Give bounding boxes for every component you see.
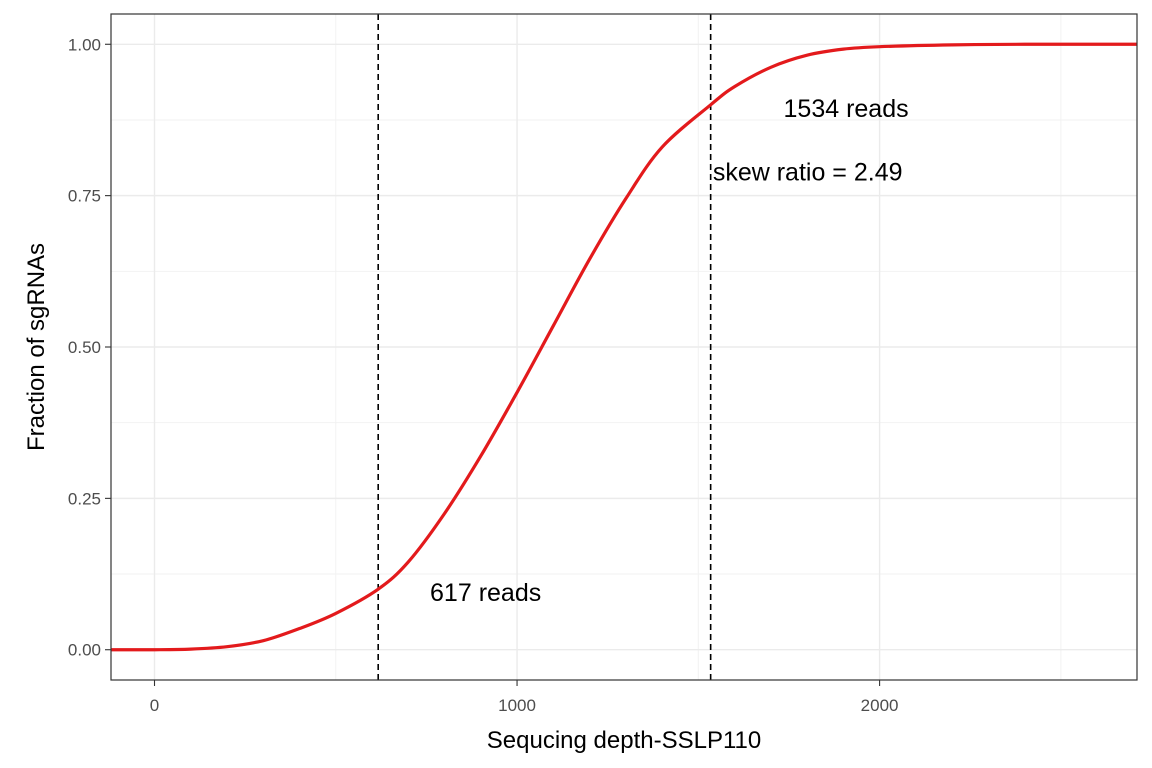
x-tick-label: 0	[150, 696, 159, 715]
series-line	[110, 42, 1138, 652]
reference-lines	[377, 14, 712, 680]
annotation-label: 617 reads	[430, 579, 541, 607]
y-tick-label: 1.00	[68, 35, 101, 54]
y-axis-ticks: 0.00 0.25 0.50 0.75 1.00	[68, 35, 111, 660]
y-tick-label: 0.00	[68, 641, 101, 660]
annotation-label: skew ratio = 2.49	[713, 158, 903, 186]
annotations: 617 reads 1534 reads skew ratio = 2.49	[430, 95, 909, 607]
y-tick-label: 0.50	[68, 338, 101, 357]
x-tick-label: 2000	[861, 696, 899, 715]
y-axis-title: Fraction of sgRNAs	[23, 243, 50, 451]
annotation-label: 1534 reads	[784, 95, 909, 123]
major-grid	[111, 14, 1137, 680]
x-axis-ticks: 0 1000 2000	[150, 680, 899, 715]
y-tick-label: 0.75	[68, 187, 101, 206]
x-axis-title: Sequcing depth-SSLP110	[487, 727, 761, 754]
y-tick-label: 0.25	[68, 489, 101, 508]
x-tick-label: 1000	[498, 696, 536, 715]
